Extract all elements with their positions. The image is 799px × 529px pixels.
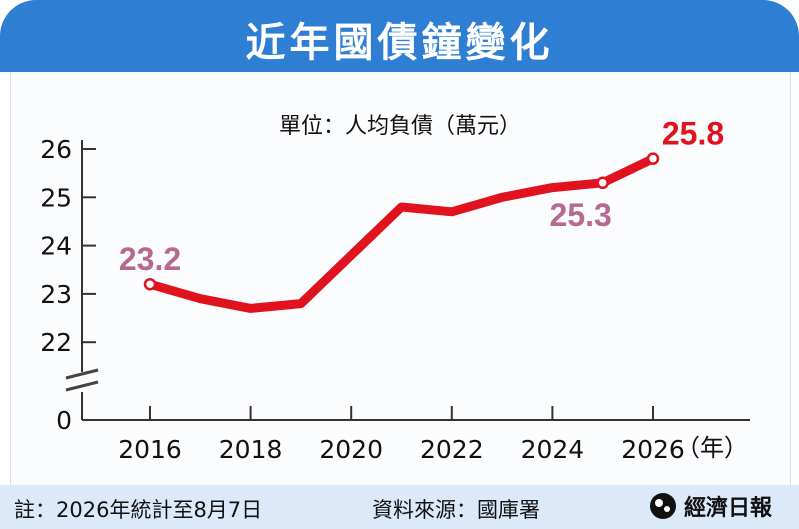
- x-tick-label: 2016: [118, 435, 182, 464]
- y-tick-label: 24: [40, 232, 72, 261]
- chart-panel: [10, 72, 791, 485]
- y-tick-label: 22: [40, 328, 72, 357]
- data-point-marker: [596, 176, 609, 190]
- series-line: [145, 154, 658, 313]
- x-tick-label: 2018: [219, 435, 283, 464]
- y-tick-label: 26: [40, 135, 72, 164]
- data-point-marker: [143, 277, 157, 291]
- x-tick-label: 2022: [420, 435, 484, 464]
- data-label: 23.2: [119, 241, 181, 277]
- publisher-name: 經濟日報: [684, 496, 773, 521]
- x-tick-label: 2026: [621, 435, 685, 464]
- source-note: 資料來源：國庫署: [372, 498, 540, 522]
- axis-break-icon: [65, 368, 99, 392]
- x-axis-unit-label: （年）: [676, 434, 748, 462]
- x-tick-label: 2024: [521, 435, 585, 464]
- footnote: 註：2026年統計至8月7日: [14, 498, 263, 522]
- chart-title: 近年國債鐘變化: [245, 20, 554, 66]
- header-band: [0, 0, 799, 72]
- data-point-marker: [646, 152, 660, 165]
- udn-logo-icon: [650, 493, 676, 519]
- x-tick-label: 2020: [319, 435, 383, 464]
- data-label: 25.3: [550, 197, 612, 233]
- y-tick-label: 25: [40, 183, 72, 212]
- unit-label: 單位：人均負債（萬元）: [279, 114, 521, 139]
- data-label: 25.8: [662, 116, 724, 152]
- y-tick-label: 0: [56, 406, 72, 435]
- y-tick-label: 23: [40, 280, 72, 309]
- publisher-logo: 經濟日報: [648, 490, 772, 522]
